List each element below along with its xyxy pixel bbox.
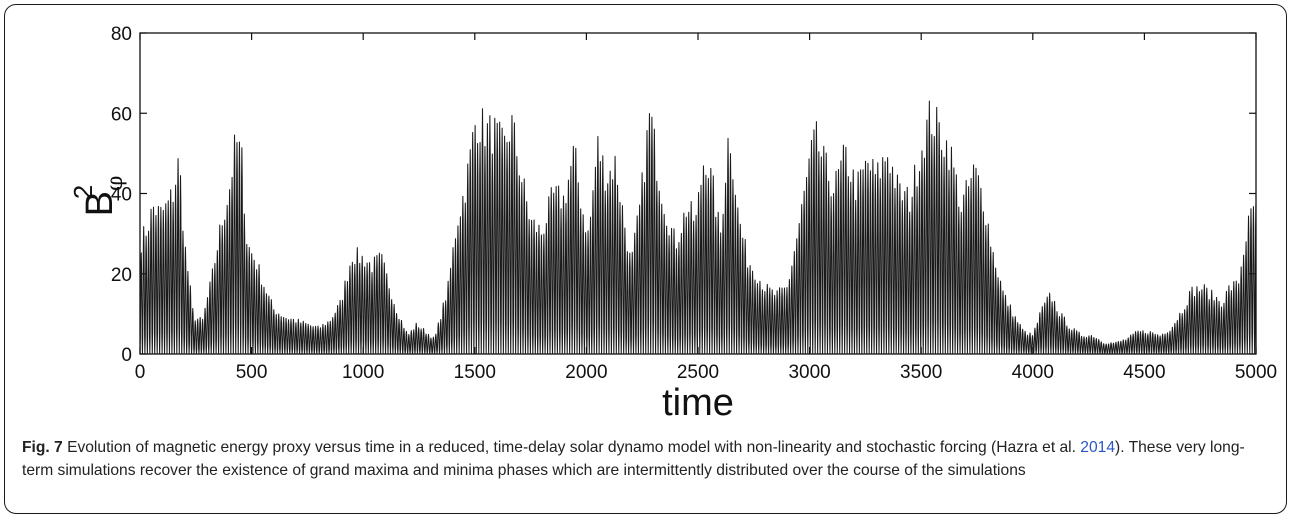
citation-year-link[interactable]: 2014 bbox=[1080, 439, 1115, 456]
svg-text:Bφ: Bφ bbox=[79, 176, 128, 217]
y-tick-label: 40 bbox=[111, 185, 132, 206]
caption-text-1: Evolution of magnetic energy proxy versu… bbox=[62, 439, 997, 456]
y-axis-label-superscript: 2 bbox=[68, 185, 98, 199]
x-tick-label: 3000 bbox=[788, 362, 830, 383]
x-tick-label: 1500 bbox=[454, 362, 496, 383]
tick-labels: 0 500 1000 1500 2000 2500 3000 3500 4000 4500 5000… bbox=[111, 24, 1277, 383]
x-tick-label: 500 bbox=[236, 362, 268, 383]
chart: 0 500 1000 1500 2000 2500 3000 3500 4000 4500 5000… bbox=[68, 24, 1277, 424]
x-tick-label: 4000 bbox=[1012, 362, 1054, 383]
caption-text-2: ). These very long-term simulations reco… bbox=[22, 439, 1245, 479]
x-tick-label: 2000 bbox=[565, 362, 607, 383]
citation-authors: Hazra et al. bbox=[996, 439, 1081, 456]
x-tick-label: 0 bbox=[135, 362, 146, 383]
y-axis-label: Bφ 2 bbox=[68, 176, 128, 217]
series-layer bbox=[139, 100, 1257, 355]
figure-label: Fig. 7 bbox=[22, 439, 63, 456]
y-axis-label-subscript: φ bbox=[103, 176, 128, 191]
x-tick-label: 3500 bbox=[900, 362, 942, 383]
figure-frame bbox=[4, 4, 1287, 514]
y-tick-label: 20 bbox=[111, 265, 132, 286]
figure-caption: Fig. 7 Evolution of magnetic energy prox… bbox=[22, 436, 1267, 482]
x-axis-label: time bbox=[662, 382, 734, 424]
y-tick-label: 0 bbox=[121, 345, 132, 366]
x-tick-label: 1000 bbox=[342, 362, 384, 383]
y-tick-label: 80 bbox=[111, 24, 132, 45]
x-tick-label: 4500 bbox=[1123, 362, 1165, 383]
y-axis-label-base: B bbox=[79, 191, 121, 216]
y-tick-label: 60 bbox=[111, 104, 132, 125]
x-tick-label: 2500 bbox=[677, 362, 719, 383]
x-tick-label: 5000 bbox=[1235, 362, 1277, 383]
series-line-b-phi-squared bbox=[139, 100, 1257, 355]
